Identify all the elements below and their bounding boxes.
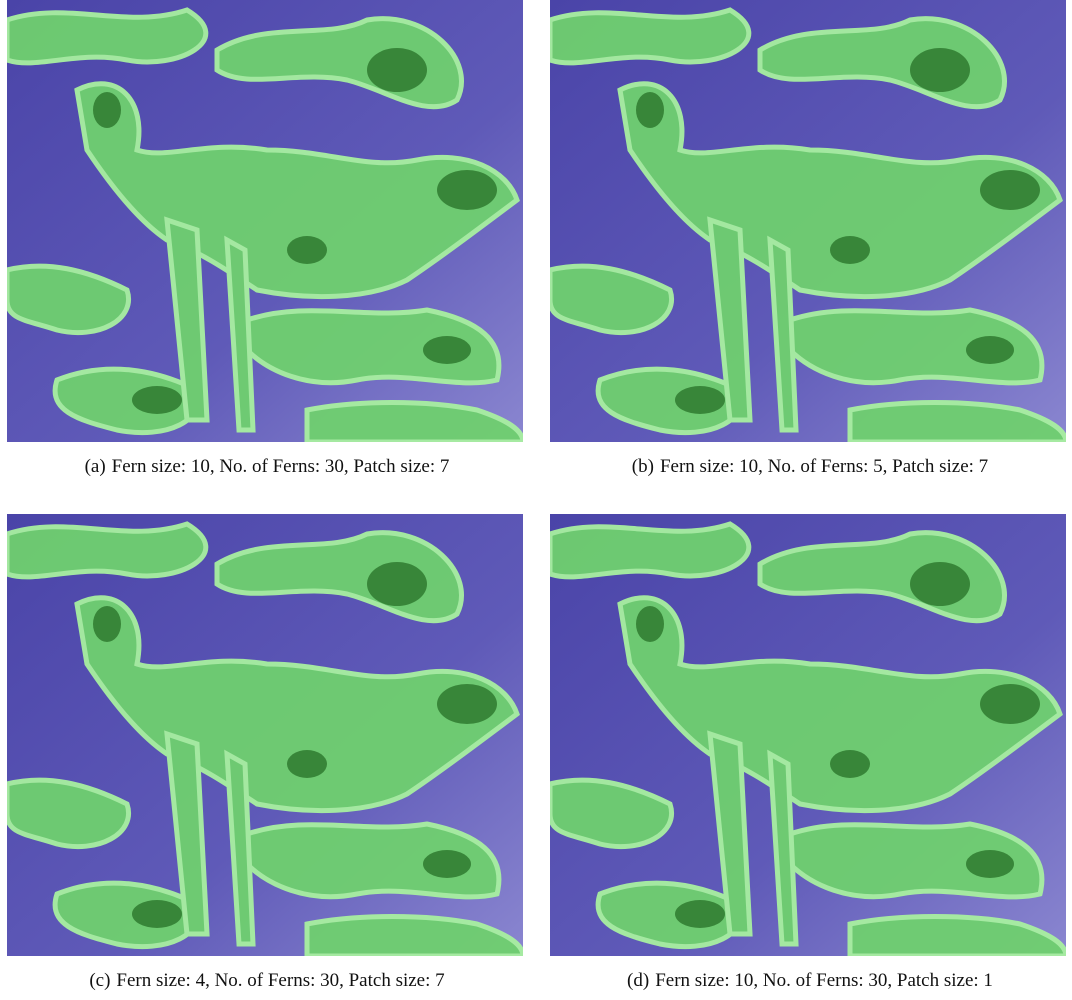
caption-text: Fern size: 4, No. of Ferns: 30, Patch si… bbox=[116, 970, 444, 991]
caption-text: Fern size: 10, No. of Ferns: 30, Patch s… bbox=[112, 456, 450, 477]
panel: (c)Fern size: 4, No. of Ferns: 30, Patch… bbox=[7, 514, 523, 956]
panel: (d)Fern size: 10, No. of Ferns: 30, Patc… bbox=[550, 514, 1066, 956]
segmentation-image bbox=[550, 0, 1066, 442]
caption: (b) Fern size: 10, No. of Ferns: 5, Patch… bbox=[540, 456, 1072, 478]
caption: (c) Fern size: 4, No. of Ferns: 30, Patch… bbox=[0, 970, 537, 992]
panel-label: (a) bbox=[85, 456, 106, 477]
segmentation-image bbox=[550, 514, 1066, 956]
page: (a) Fern size: 10, No. of Ferns: 30, Patc… bbox=[0, 0, 1072, 1000]
segmentation-image bbox=[7, 514, 523, 956]
caption-text: Fern size: 10, No. of Ferns: 5, Patch si… bbox=[660, 456, 988, 477]
panel-label: (b) bbox=[632, 456, 654, 477]
caption-text: Fern size: 10, No. of Ferns: 30, Patch s… bbox=[655, 970, 993, 991]
panel-label: (c) bbox=[89, 970, 110, 991]
panel-label: (d) bbox=[627, 970, 649, 991]
panel: (b)Fern size: 10, No. of Ferns: 5, Patch… bbox=[550, 0, 1066, 442]
caption: (d) Fern size: 10, No. of Ferns: 30, Patc… bbox=[540, 970, 1072, 992]
caption: (a) Fern size: 10, No. of Ferns: 30, Patc… bbox=[0, 456, 537, 478]
panel: (a)Fern size: 10, No. of Ferns: 30, Patc… bbox=[7, 0, 523, 442]
segmentation-image bbox=[7, 0, 523, 442]
